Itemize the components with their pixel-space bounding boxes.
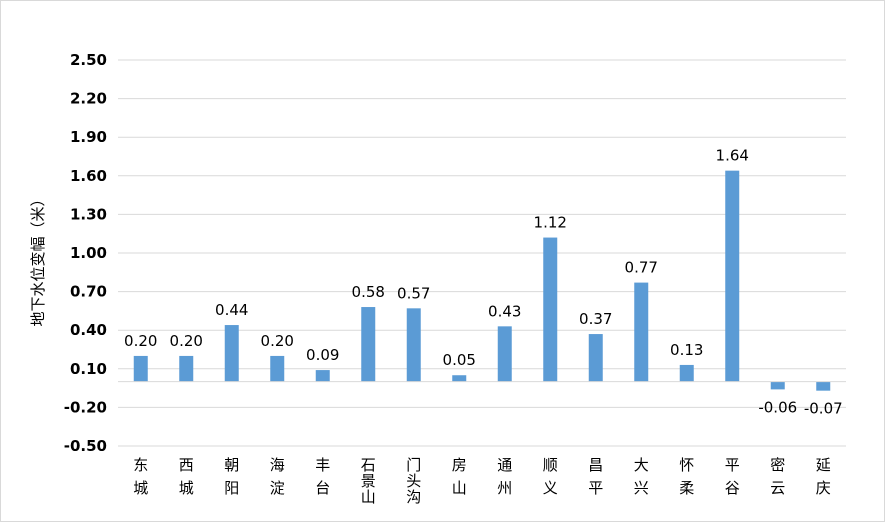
y-tick-label: 0.70 [70,283,107,301]
bar [361,307,376,382]
bars [133,170,831,391]
bar [452,375,467,382]
x-tick-label: 房山 [452,456,467,497]
x-tick-label: 顺义 [543,456,558,497]
data-label: 0.58 [352,283,385,301]
x-tick-label: 海淀 [270,456,285,497]
data-label: 0.20 [170,332,203,350]
data-label: 0.37 [579,310,612,328]
x-tick-label: 东城 [133,456,148,497]
y-tick-label: 0.40 [70,321,107,339]
data-label: 0.13 [670,341,703,359]
bar [270,355,285,382]
x-tick-label: 昌平 [588,456,603,497]
bar [543,237,558,382]
y-tick-label: 1.60 [70,167,107,185]
data-label: 0.20 [261,332,294,350]
x-tick-label: 石景山 [361,456,376,506]
y-tick-label: -0.50 [64,437,107,455]
x-tick-label: 大兴 [634,456,649,497]
x-tick-label: 通州 [497,456,512,497]
x-tick-label: 门头沟 [406,456,421,506]
x-tick-label: 怀柔 [679,456,694,497]
y-tick-label: 2.50 [70,51,107,69]
y-tick-label: -0.20 [64,398,107,416]
data-label: -0.06 [758,398,797,416]
data-label: 0.77 [625,259,658,277]
x-tick-label: 西城 [179,456,194,497]
bar [179,355,194,382]
data-label: 0.05 [443,351,476,369]
bar [634,282,649,382]
y-axis-ticks: 2.50 2.20 1.90 1.60 1.30 1.00 0.70 0.40 0.10 -0.2… [64,51,107,455]
x-tick-label: 延庆 [816,456,831,497]
y-tick-label: 2.20 [70,90,107,108]
data-label: 0.20 [124,332,157,350]
y-tick-label: 1.00 [70,244,107,262]
y-tick-label: 0.10 [70,360,107,378]
gridlines [118,59,846,447]
y-axis-title: 地下水位变幅（米） [29,191,47,326]
data-label: 0.44 [215,301,248,319]
bar [679,364,694,382]
y-tick-label: 1.30 [70,205,107,223]
data-label: 0.43 [488,302,521,320]
data-label: -0.07 [804,400,843,418]
bar [133,355,148,382]
x-tick-label: 朝阳 [224,456,239,497]
data-label: 0.57 [397,284,430,302]
bar [315,370,330,382]
bar [770,381,785,390]
x-tick-label: 丰台 [315,456,330,497]
bar [816,381,831,391]
data-label: 1.12 [534,214,567,232]
x-tick-label: 密云 [770,456,785,497]
bar [497,326,512,382]
bar [725,170,740,382]
y-tick-label: 1.90 [70,128,107,146]
x-tick-label: 平谷 [725,456,740,497]
bar [224,325,239,382]
data-label: 1.64 [716,147,749,165]
bar [588,334,603,382]
data-labels: 0.20 0.20 0.44 0.20 0.09 0.58 0.57 0.05 0.43 1.12… [124,147,843,418]
data-label: 0.09 [306,346,339,364]
bar [406,308,421,382]
